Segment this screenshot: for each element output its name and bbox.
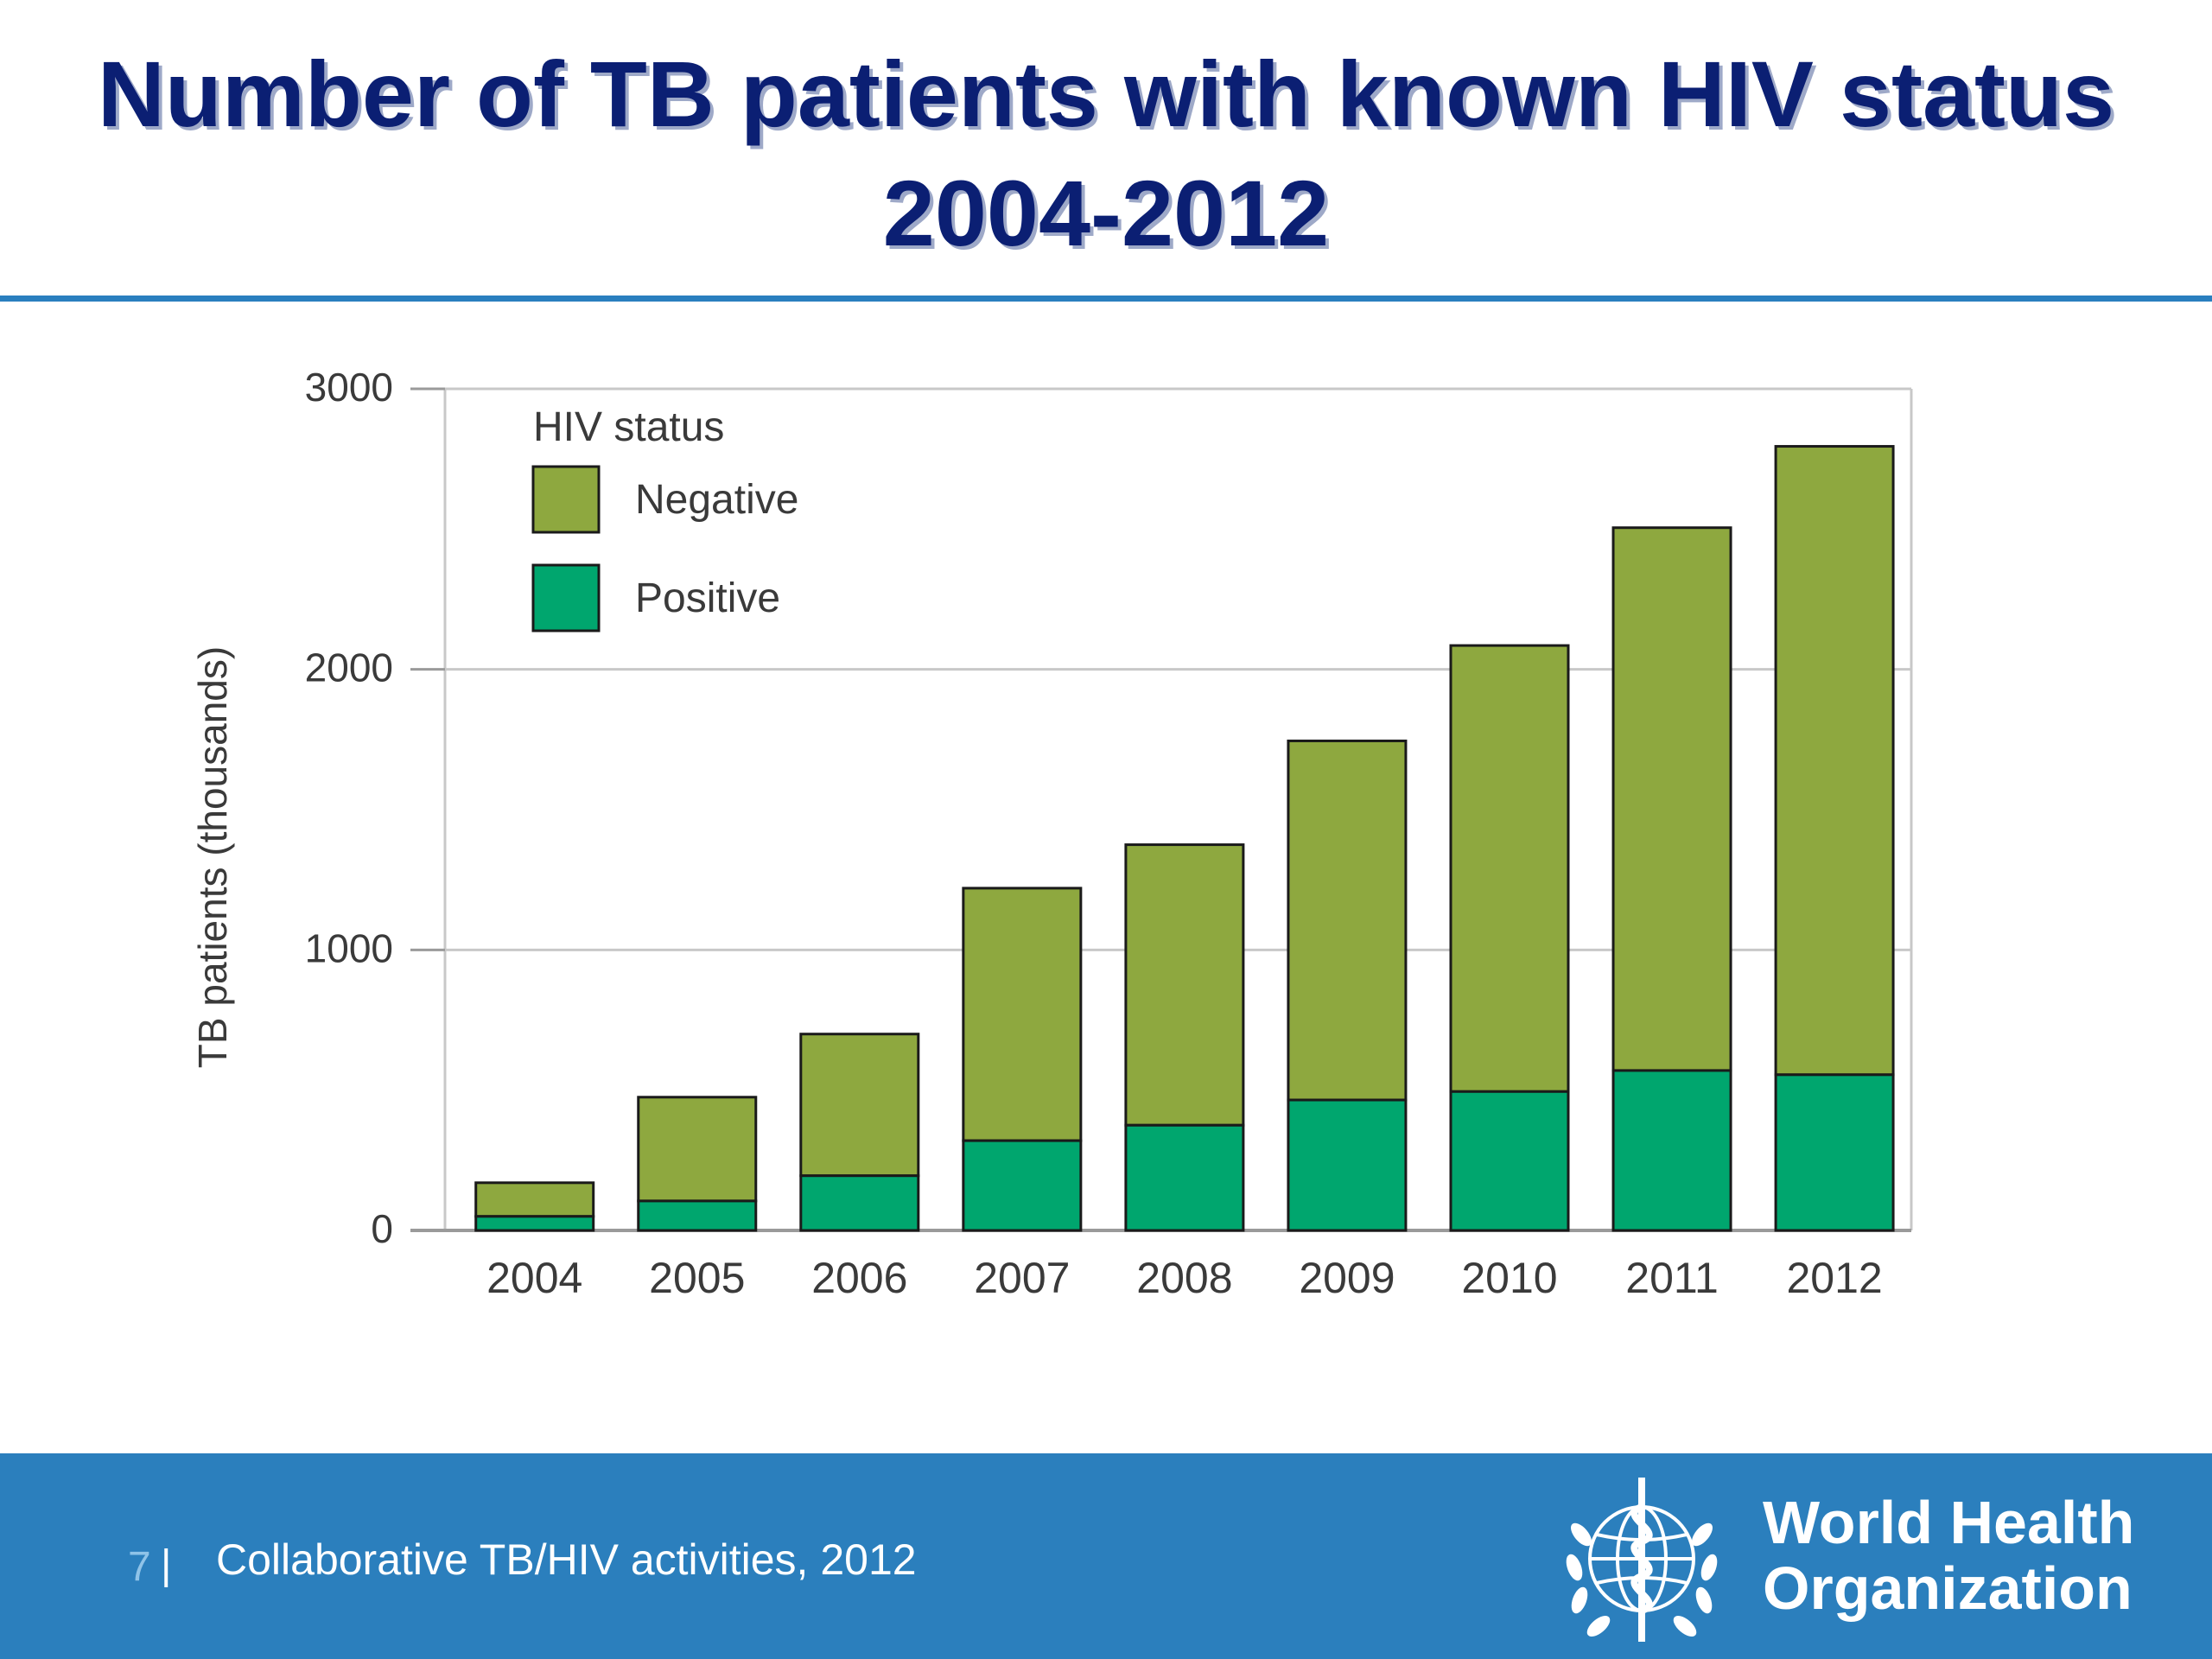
legend-title: HIV status: [533, 404, 724, 450]
legend-label-negative: Negative: [635, 477, 798, 523]
x-tick-label: 2007: [974, 1254, 1070, 1302]
bar-negative-2010: [1449, 644, 1570, 1093]
title-divider: [0, 296, 2212, 302]
footer-source: Collaborative TB/HIV activities, 2012: [216, 1535, 917, 1584]
bar-positive-2004: [474, 1215, 595, 1232]
page-separator: |: [161, 1542, 172, 1588]
y-tick-label: 3000: [305, 365, 393, 410]
legend-label-positive: Positive: [635, 575, 780, 621]
x-tick-label: 2011: [1625, 1254, 1719, 1302]
bar-positive-2005: [637, 1199, 758, 1232]
bar-positive-2006: [799, 1174, 920, 1232]
x-tick-label: 2006: [811, 1254, 907, 1302]
x-tick-label: 2012: [1786, 1254, 1882, 1302]
legend-swatch-negative: [531, 465, 601, 534]
y-tick-label: 2000: [305, 645, 393, 690]
who-name-line-1: World Health: [1763, 1489, 2135, 1556]
bar-negative-2006: [799, 1033, 920, 1178]
y-tick-label: 0: [371, 1206, 393, 1251]
bar-positive-2009: [1287, 1098, 1408, 1232]
x-tick-label: 2010: [1461, 1254, 1557, 1302]
who-emblem-icon: [1566, 1478, 1718, 1642]
footer-bar: 7 | Collaborative TB/HIV activities, 201…: [0, 1453, 2212, 1659]
bar-negative-2007: [962, 887, 1083, 1142]
slide-title-line-1: Number of TB patients with known HIV sta…: [97, 41, 2115, 146]
slide-title: Number of TB patients with known HIV sta…: [0, 35, 2212, 273]
x-tick-label: 2004: [486, 1254, 582, 1302]
slide-title-line-2: 2004-2012: [882, 161, 1330, 265]
bar-negative-2008: [1124, 843, 1245, 1127]
x-tick-label: 2008: [1136, 1254, 1232, 1302]
bar-positive-2008: [1124, 1123, 1245, 1232]
stacked-bar-chart: 0 1000 2000 3000 2004 2005 2006 2007 2008 2009 201…: [190, 365, 1913, 1302]
x-tick-label: 2005: [649, 1254, 745, 1302]
legend-swatch-positive: [531, 563, 601, 632]
bar-negative-2004: [474, 1181, 595, 1218]
bar-positive-2010: [1449, 1090, 1570, 1232]
bar-positive-2011: [1611, 1069, 1732, 1232]
y-tick-label: 1000: [305, 925, 393, 970]
bar-positive-2007: [962, 1139, 1083, 1232]
who-name-line-2: Organization: [1763, 1554, 2133, 1622]
bar-negative-2011: [1611, 526, 1732, 1072]
bar-negative-2009: [1287, 739, 1408, 1102]
y-axis-label: TB patients (thousands): [190, 646, 235, 1068]
x-tick-label: 2009: [1299, 1254, 1395, 1302]
bar-positive-2012: [1774, 1073, 1895, 1232]
page-number: 7: [128, 1544, 151, 1590]
who-logo: World Health Organization: [1547, 1467, 2134, 1650]
bar-negative-2005: [637, 1096, 758, 1203]
bar-negative-2012: [1774, 445, 1895, 1077]
who-name: World Health Organization: [1763, 1490, 2134, 1621]
